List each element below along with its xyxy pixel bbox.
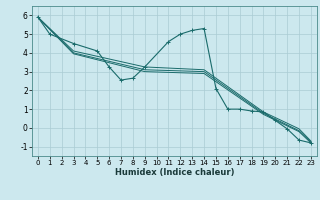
X-axis label: Humidex (Indice chaleur): Humidex (Indice chaleur) xyxy=(115,168,234,177)
